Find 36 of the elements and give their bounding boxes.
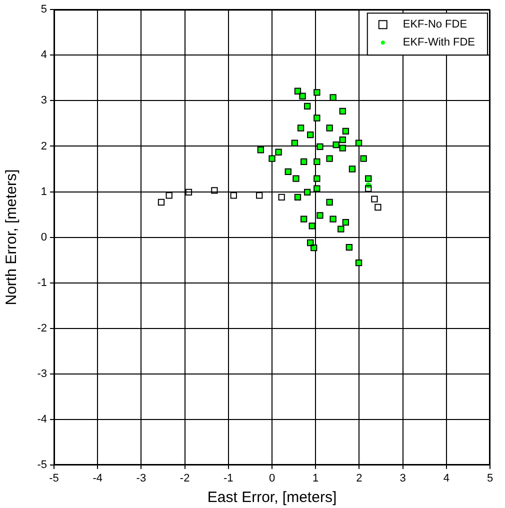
point xyxy=(374,204,382,211)
y-tick-label: 3 xyxy=(40,94,47,107)
x-tick-label: 4 xyxy=(443,472,450,485)
x-tick-label: -3 xyxy=(136,472,146,485)
y-tick-label: -1 xyxy=(37,276,47,289)
x-tick-label: -4 xyxy=(92,472,102,485)
x-tick-label: -2 xyxy=(180,472,190,485)
y-tick-label: -4 xyxy=(37,413,47,426)
y-tick-label: -3 xyxy=(37,368,47,380)
point xyxy=(158,198,165,206)
legend-label: EKF-No FDE xyxy=(402,18,468,31)
legend-label: EKF-With FDE xyxy=(402,36,476,49)
y-tick-label: 0 xyxy=(40,231,47,244)
point xyxy=(278,194,285,201)
point xyxy=(365,185,372,192)
x-tick-label: -5 xyxy=(49,472,59,485)
y-axis-title: North Error, [meters] xyxy=(3,169,20,306)
point xyxy=(211,187,218,194)
y-tick-label: 5 xyxy=(40,4,47,16)
point xyxy=(256,192,263,199)
y-tick-label: 2 xyxy=(40,140,47,152)
x-axis-title: East Error, [meters] xyxy=(207,489,337,506)
point xyxy=(185,188,192,196)
point xyxy=(230,192,237,199)
point xyxy=(166,192,172,199)
y-tick-label: 1 xyxy=(40,186,47,198)
x-tick-label: 5 xyxy=(486,472,494,485)
y-tick-label: -2 xyxy=(37,322,47,334)
x-tick-label: 1 xyxy=(312,472,319,485)
y-tick-label: 4 xyxy=(40,49,47,62)
x-tick-label: -1 xyxy=(224,472,234,485)
x-tick-label: 0 xyxy=(268,472,276,485)
x-tick-label: 3 xyxy=(400,472,406,485)
x-tick-label: 2 xyxy=(356,472,362,485)
y-tick-label: -5 xyxy=(37,459,47,472)
point xyxy=(371,196,378,202)
